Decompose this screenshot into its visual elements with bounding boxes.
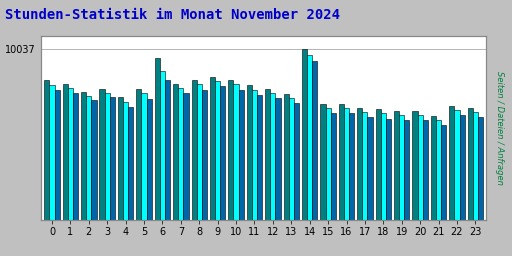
Bar (178, 88, 183, 220)
Bar (449, 106, 454, 220)
Bar (326, 108, 331, 220)
Bar (155, 58, 160, 220)
Bar (44, 80, 50, 220)
Bar (412, 111, 418, 220)
Bar (68, 88, 73, 220)
Bar (344, 108, 349, 220)
Bar (307, 55, 312, 220)
Bar (460, 115, 465, 220)
Bar (202, 90, 207, 220)
Y-axis label: Seiten / Dateien / Anfragen: Seiten / Dateien / Anfragen (495, 71, 504, 185)
Bar (275, 98, 281, 220)
Bar (233, 84, 239, 220)
Bar (473, 112, 478, 220)
Bar (73, 93, 78, 220)
Bar (284, 94, 289, 220)
Bar (423, 120, 428, 220)
Bar (321, 104, 326, 220)
Bar (467, 108, 473, 220)
Bar (128, 107, 133, 220)
Bar (265, 89, 270, 220)
Bar (339, 104, 344, 220)
Bar (215, 81, 220, 220)
Bar (376, 109, 381, 220)
Bar (99, 89, 104, 220)
Bar (312, 61, 317, 220)
Bar (381, 113, 386, 220)
Bar (294, 103, 299, 220)
Bar (431, 116, 436, 220)
Bar (399, 115, 404, 220)
Bar (362, 112, 368, 220)
Bar (302, 49, 307, 220)
Bar (441, 125, 446, 220)
Bar (146, 99, 152, 220)
Bar (191, 80, 197, 220)
Bar (165, 80, 170, 220)
Bar (270, 93, 275, 220)
Bar (123, 102, 128, 220)
Bar (252, 90, 257, 220)
Bar (50, 85, 55, 220)
Bar (136, 89, 141, 220)
Bar (404, 120, 410, 220)
Bar (92, 100, 97, 220)
Bar (357, 108, 362, 220)
Bar (239, 90, 244, 220)
Bar (418, 115, 423, 220)
Bar (394, 111, 399, 220)
Bar (210, 77, 215, 220)
Bar (104, 92, 110, 220)
Bar (228, 80, 233, 220)
Bar (81, 92, 86, 220)
Bar (62, 84, 68, 220)
Bar (454, 110, 460, 220)
Bar (257, 95, 262, 220)
Bar (173, 84, 178, 220)
Bar (289, 98, 294, 220)
Bar (197, 84, 202, 220)
Bar (55, 90, 60, 220)
Bar (478, 117, 483, 220)
Bar (368, 117, 373, 220)
Text: Stunden-Statistik im Monat November 2024: Stunden-Statistik im Monat November 2024 (5, 8, 340, 22)
Bar (436, 120, 441, 220)
Bar (183, 93, 188, 220)
Bar (220, 86, 225, 220)
Bar (247, 85, 252, 220)
Bar (110, 97, 115, 220)
Bar (160, 71, 165, 220)
Bar (86, 95, 92, 220)
Bar (386, 119, 391, 220)
Bar (349, 113, 354, 220)
Bar (331, 113, 336, 220)
Bar (118, 97, 123, 220)
Bar (141, 92, 146, 220)
